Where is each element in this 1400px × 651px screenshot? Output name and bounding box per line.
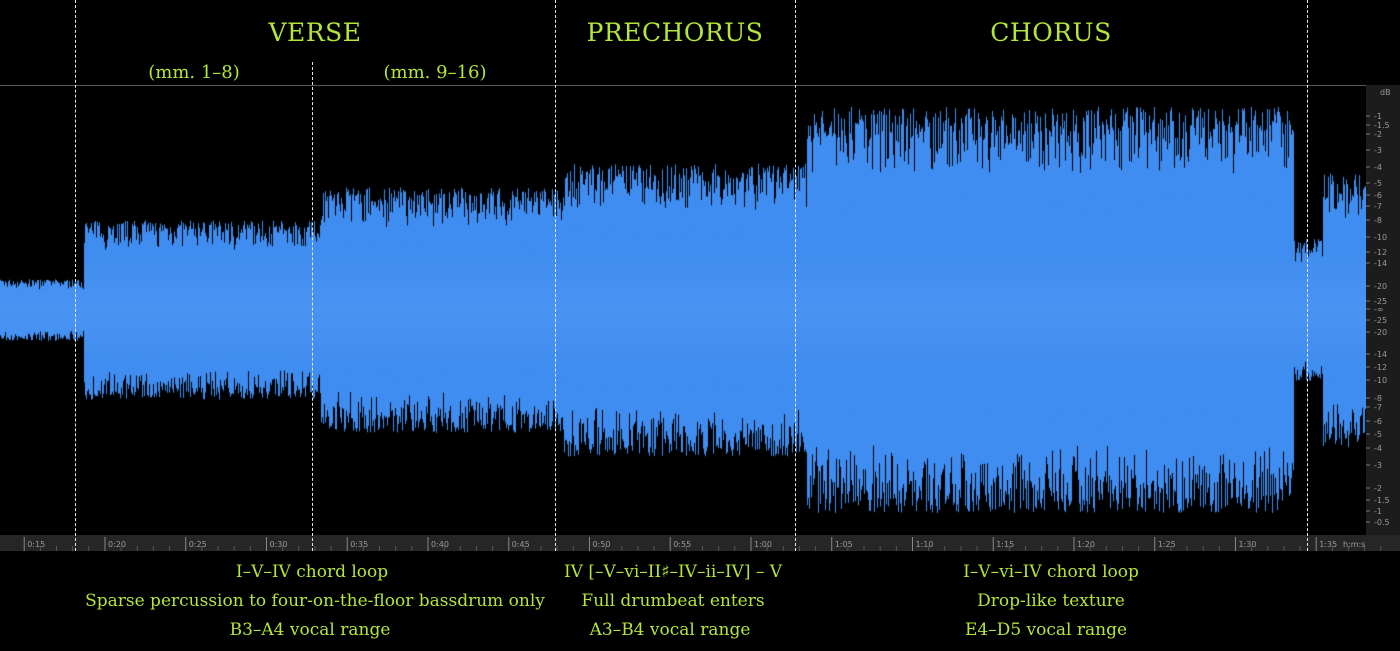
section-divider-chorus-end: [1307, 0, 1308, 551]
prechorus-note-range: A3–B4 vocal range: [589, 620, 751, 640]
db-tick-label: -1.5: [1374, 496, 1390, 505]
verse-note-range: B3–A4 vocal range: [229, 620, 391, 640]
time-ruler: 0:15 0:20 0:25 0:30 0:35 0:40 0:45 0:50 0:55 1:00…: [0, 535, 1400, 551]
subsection-label-mm-9-16: (mm. 9–16): [383, 62, 487, 83]
db-tick-label: -4: [1374, 163, 1382, 172]
db-tick-label: -12: [1374, 363, 1387, 372]
db-tick-label: -1: [1374, 507, 1382, 516]
time-tick-label: 0:35: [350, 540, 368, 549]
db-tick-label: -3: [1374, 146, 1382, 155]
section-divider-chorus-start: [795, 0, 796, 551]
db-unit-label: dB: [1380, 88, 1391, 97]
db-tick-label: -4: [1374, 444, 1382, 453]
prechorus-note-harmony: IV [–V–vi–II♯–IV–ii–IV] – V: [563, 562, 783, 582]
db-tick-label: -20: [1374, 282, 1387, 291]
time-unit-label: h:m:s: [1343, 540, 1365, 549]
time-tick-label: 0:15: [27, 540, 45, 549]
db-tick-label: -7: [1374, 202, 1382, 211]
time-tick-label: 1:35: [1319, 540, 1337, 549]
time-tick-label: 1:30: [1238, 540, 1256, 549]
section-divider-prechorus-start: [555, 0, 556, 551]
time-tick-label: 1:00: [754, 540, 772, 549]
db-tick-label: -2: [1374, 130, 1382, 139]
time-tick-label: 1:20: [1077, 540, 1095, 549]
chorus-note-range: E4–D5 vocal range: [964, 620, 1128, 640]
db-tick-label: -10: [1374, 233, 1387, 242]
section-label-chorus: CHORUS: [990, 18, 1112, 47]
time-tick-label: 1:25: [1158, 540, 1176, 549]
db-tick-label: -10: [1374, 376, 1387, 385]
time-tick-label: 0:55: [673, 540, 691, 549]
db-scale: dB -1 -1.5 -2 -3 -4 -5 -6 -7 -8 -10 -12 -14 -20 -25 -∞ -…: [1366, 85, 1400, 535]
prechorus-note-texture: Full drumbeat enters: [581, 591, 765, 611]
verse-note-harmony: I–V–IV chord loop: [235, 562, 389, 582]
db-tick-label: -20: [1374, 328, 1387, 337]
db-tick-label: -3: [1374, 461, 1382, 470]
time-tick-label: 0:50: [592, 540, 610, 549]
chorus-note-harmony: I–V–vi–IV chord loop: [963, 562, 1139, 582]
time-tick-label: 1:15: [996, 540, 1014, 549]
time-tick-label: 0:20: [108, 540, 126, 549]
db-tick-label: -1: [1374, 112, 1382, 121]
db-tick-label: -6: [1374, 417, 1382, 426]
db-tick-label: -6: [1374, 191, 1382, 200]
time-tick-label: 1:10: [915, 540, 933, 549]
time-tick-label: 0:25: [189, 540, 207, 549]
db-tick-label: -14: [1374, 350, 1387, 359]
time-tick-label: 0:40: [431, 540, 449, 549]
db-tick-label: -25: [1374, 316, 1387, 325]
chorus-note-texture: Drop-like texture: [977, 591, 1125, 611]
audio-waveform: [0, 85, 1366, 535]
db-tick-label: -12: [1374, 248, 1387, 257]
db-tick-label: -25: [1374, 297, 1387, 306]
subsection-label-mm-1-8: (mm. 1–8): [148, 62, 240, 83]
time-tick-label: 0:45: [512, 540, 530, 549]
db-tick-label: -∞: [1374, 305, 1384, 314]
time-tick-label: 0:30: [269, 540, 287, 549]
verse-note-texture: Sparse percussion to four-on-the-floor b…: [85, 591, 545, 611]
section-divider-verse-start: [75, 0, 76, 551]
subsection-divider-verse: [312, 62, 313, 551]
db-tick-label: -5: [1374, 430, 1382, 439]
section-label-prechorus: PRECHORUS: [586, 18, 764, 47]
db-tick-label: -8: [1374, 216, 1382, 225]
db-tick-label: -1.5: [1374, 121, 1390, 130]
db-tick-label: -2: [1374, 484, 1382, 493]
db-tick-label: -14: [1374, 259, 1387, 268]
db-tick-label: -5: [1374, 179, 1382, 188]
db-tick-label: -8: [1374, 394, 1382, 403]
time-tick-label: 1:05: [835, 540, 853, 549]
db-tick-label: -7: [1374, 403, 1382, 412]
db-tick-label: -0.5: [1374, 518, 1390, 527]
section-label-verse: VERSE: [268, 18, 362, 47]
